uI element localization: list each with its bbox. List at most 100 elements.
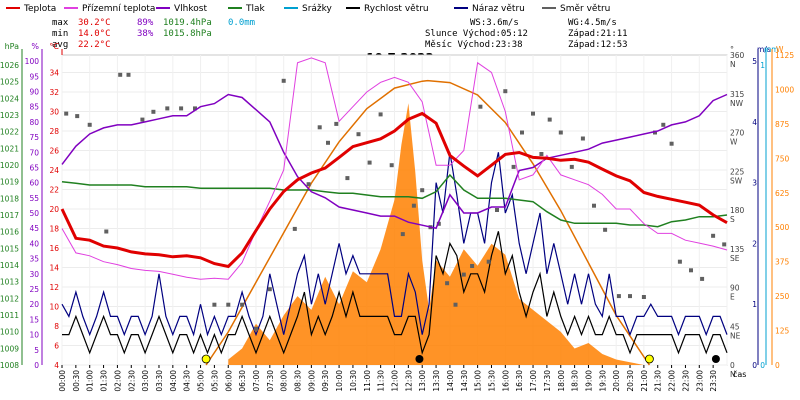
tick-deg-dir-3: SE xyxy=(730,254,740,263)
tick-deg-1: 45 xyxy=(730,322,740,331)
legend-label-5: Rychlost větru xyxy=(364,4,429,14)
x-tick-label-46: 23:00 xyxy=(695,370,704,392)
axis-title-hpa: hPa xyxy=(5,42,20,51)
stat-moon-rise: Měsíc Východ:23:38 xyxy=(425,40,523,50)
wind-dir-point-23 xyxy=(356,132,361,137)
x-tick-label-7: 03:30 xyxy=(155,370,164,392)
tick-hpa-11: 1019 xyxy=(0,178,19,187)
tick-deg-0: 0 xyxy=(730,361,735,370)
wind-dir-point-43 xyxy=(539,152,544,156)
x-tick-label-37: 18:30 xyxy=(571,370,580,392)
axis-title-mm: mm xyxy=(764,45,779,54)
wind-dir-point-32 xyxy=(445,281,450,286)
wind-dir-point-8 xyxy=(165,106,170,111)
moonset-marker xyxy=(415,355,424,363)
wind-dir-point-60 xyxy=(722,242,727,247)
wind-dir-point-4 xyxy=(118,72,123,77)
x-tick-label-6: 03:00 xyxy=(141,370,150,392)
tick-wm2-0: 0 xyxy=(775,361,780,370)
x-tick-label-29: 14:30 xyxy=(460,370,469,392)
tick-degc-4: 12 xyxy=(49,283,59,292)
x-tick-label-42: 21:00 xyxy=(640,370,649,392)
x-tick-label-18: 09:00 xyxy=(307,370,316,392)
wind-dir-point-12 xyxy=(226,302,231,307)
x-tick-label-21: 10:30 xyxy=(349,370,358,392)
x-tick-label-11: 05:30 xyxy=(210,370,219,392)
tick-degc-0: 4 xyxy=(54,361,59,370)
wind-dir-point-13 xyxy=(240,302,245,307)
x-tick-label-23: 11:30 xyxy=(377,370,386,392)
tick-pct-6: 30 xyxy=(29,270,39,279)
tick-deg-dir-7: NW xyxy=(730,99,744,108)
wind-dir-point-18 xyxy=(306,182,311,187)
tick-pct-14: 70 xyxy=(29,148,39,157)
x-tick-label-9: 04:30 xyxy=(183,370,192,392)
tick-pct-5: 25 xyxy=(29,285,39,294)
wind-dir-point-31 xyxy=(436,221,441,226)
x-tick-label-36: 18:00 xyxy=(557,370,566,392)
tick-degc-7: 18 xyxy=(49,225,59,234)
x-tick-label-41: 20:30 xyxy=(626,370,635,392)
tick-wm2-9: 1125 xyxy=(775,51,794,60)
wind-dir-point-16 xyxy=(281,78,286,83)
wind-dir-point-33 xyxy=(453,302,458,307)
legend-label-6: Náraz větru xyxy=(472,4,525,14)
tick-pct-8: 40 xyxy=(29,239,39,248)
tick-hpa-5: 1013 xyxy=(0,278,19,287)
tick-pct-1: 5 xyxy=(34,346,39,355)
wind-dir-point-39 xyxy=(503,89,508,94)
wind-dir-point-35 xyxy=(470,264,475,268)
legend: Teplota Přízemní teplota Vlhkost Tlak Srážky… xyxy=(6,4,610,14)
x-tick-label-20: 10:00 xyxy=(335,370,344,392)
legend-label-0: Teplota xyxy=(23,4,56,14)
tick-pct-10: 50 xyxy=(29,209,39,218)
stat-sun-rise: Slunce Východ:05:12 xyxy=(425,29,528,39)
wind-dir-point-22 xyxy=(345,176,350,181)
tick-pct-11: 55 xyxy=(29,194,39,203)
wind-dir-point-28 xyxy=(411,203,416,208)
series-line-temperature xyxy=(60,111,728,269)
x-tick-label-8: 04:00 xyxy=(169,370,178,392)
wind-dir-point-20 xyxy=(326,140,330,145)
wind-dir-point-7 xyxy=(151,109,156,114)
stat-min-hum: 38% xyxy=(137,29,154,39)
wind-dir-point-9 xyxy=(179,106,184,111)
tick-deg-6: 270 xyxy=(730,129,745,138)
wind-dir-point-24 xyxy=(367,160,372,165)
series-line-theoretical-radiation xyxy=(205,79,651,366)
stat-min-press: 1015.8hPa xyxy=(163,29,212,39)
tick-deg-5: 225 xyxy=(730,167,745,176)
tick-hpa-14: 1022 xyxy=(0,128,19,137)
tick-hpa-9: 1017 xyxy=(0,211,19,220)
tick-degc-1: 6 xyxy=(54,342,59,351)
tick-deg-dir-2: E xyxy=(730,293,735,302)
wind-dir-point-17 xyxy=(292,226,297,231)
wind-dir-point-52 xyxy=(641,295,646,299)
wind-dir-point-14 xyxy=(254,326,258,331)
stat-avg-label: avg xyxy=(52,40,68,50)
tick-pct-3: 15 xyxy=(29,315,39,324)
x-tick-label-34: 17:00 xyxy=(529,370,538,392)
tick-degc-9: 22 xyxy=(49,186,59,195)
tick-hpa-7: 1015 xyxy=(0,244,19,253)
wind-dir-point-10 xyxy=(193,106,197,111)
x-tick-label-35: 17:30 xyxy=(543,370,552,392)
wind-dir-point-11 xyxy=(212,302,217,307)
tick-wm2-1: 125 xyxy=(775,327,790,336)
tick-deg-dir-4: S xyxy=(730,215,735,224)
legend-label-4: Srážky xyxy=(302,4,333,14)
tick-deg-4: 180 xyxy=(730,206,745,215)
axis-title-deg: ° xyxy=(730,45,734,54)
x-tick-label-5: 02:30 xyxy=(127,370,136,392)
tick-pct-20: 100 xyxy=(25,57,40,66)
tick-deg-dir-5: SW xyxy=(730,176,743,185)
sunset-marker xyxy=(645,354,654,364)
x-tick-label-24: 12:00 xyxy=(391,370,400,392)
tick-pct-2: 10 xyxy=(29,331,39,340)
tick-pct-18: 90 xyxy=(29,87,39,96)
stats-panel: max 30.2°C 89% 1019.4hPa 0.0mm min 14.0°… xyxy=(52,18,628,50)
axis-title-wm2: W xyxy=(776,45,784,54)
tick-wm2-3: 375 xyxy=(775,258,790,267)
x-axis-end-label: čas xyxy=(733,369,746,379)
tick-hpa-1: 1009 xyxy=(0,344,19,353)
